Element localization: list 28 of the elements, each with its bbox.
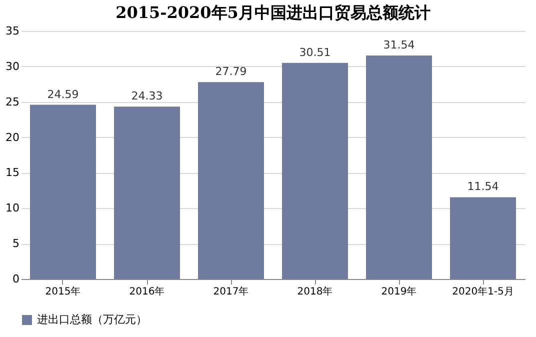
x-tick-label: 2018年 [297, 286, 333, 298]
bar [450, 197, 516, 279]
bar [366, 56, 432, 279]
data-label: 27.79 [215, 65, 247, 78]
y-tick-label: 5 [12, 237, 20, 250]
bar [198, 82, 264, 279]
x-tick-label: 2019年 [381, 286, 417, 298]
y-tick-label: 35 [6, 24, 20, 38]
data-label: 30.51 [299, 46, 331, 59]
y-tick-label: 10 [6, 202, 20, 215]
y-tick-label: 30 [6, 60, 20, 73]
x-tick-label: 2020年1-5月 [452, 286, 514, 298]
bar [114, 106, 180, 279]
x-tick-label: 2017年 [213, 286, 249, 298]
bar [30, 104, 96, 279]
chart-title: 2015-2020年5月中国进出口贸易总额统计 [116, 3, 430, 22]
y-tick-label: 0 [12, 272, 20, 286]
data-label: 24.59 [47, 88, 79, 101]
data-label: 24.33 [131, 90, 163, 103]
data-label: 11.54 [467, 180, 499, 194]
bar [282, 62, 348, 279]
data-label: 31.54 [383, 38, 415, 52]
y-tick-label: 15 [6, 166, 20, 180]
y-tick-label: 25 [6, 95, 20, 108]
legend-label: 进出口总额（万亿元） [37, 313, 147, 326]
x-tick-label: 2015年 [45, 286, 81, 298]
x-tick-label: 2016年 [129, 286, 165, 298]
y-tick-label: 20 [6, 130, 20, 144]
